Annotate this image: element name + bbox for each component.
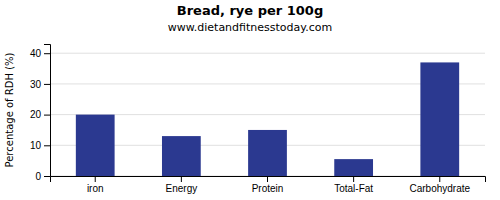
y-tick-mark (44, 84, 50, 85)
x-tick-mark (267, 176, 268, 182)
x-axis: iron Energy Protein Total-Fat Carbohydrate (51, 176, 486, 194)
x-tick: Energy (166, 176, 198, 194)
y-tick-label: 10 (30, 140, 42, 151)
y-tick: 40 (30, 48, 50, 59)
bar (420, 62, 459, 176)
x-tick: iron (87, 176, 104, 194)
x-tick-label: Energy (166, 183, 198, 194)
x-tick-mark (439, 176, 440, 182)
x-tick-label: Protein (252, 183, 284, 194)
x-tick-mark (95, 176, 96, 182)
chart-container: Bread, rye per 100g www.dietandfitnesstod… (0, 0, 500, 200)
bars (76, 62, 459, 176)
x-tick: Total-Fat (334, 176, 373, 194)
y-tick-label: 40 (30, 48, 42, 59)
title: Bread, rye per 100g (177, 3, 323, 18)
bar (248, 130, 287, 176)
y-tick-mark (44, 145, 50, 146)
y-tick: 0 (35, 171, 50, 182)
y-tick: 30 (30, 79, 50, 90)
x-tick-mark (353, 176, 354, 182)
x-tick-label: iron (87, 183, 104, 194)
x-tick: Carbohydrate (409, 176, 470, 194)
bar (334, 159, 373, 176)
y-tick-mark (44, 115, 50, 116)
chart-svg: Bread, rye per 100g www.dietandfitnesstod… (0, 0, 500, 200)
bar (162, 136, 201, 176)
x-tick-label: Carbohydrate (409, 183, 470, 194)
grid-line (50, 53, 485, 54)
y-axis-line (44, 45, 51, 177)
y-tick-mark (44, 53, 50, 54)
x-tick: Protein (252, 176, 284, 194)
grid-line (50, 83, 485, 84)
bar (76, 115, 115, 176)
y-tick-label: 20 (30, 109, 42, 120)
x-tick-mark (181, 176, 182, 182)
x-axis-line (51, 177, 486, 183)
subtitle: www.dietandfitnesstoday.com (168, 21, 332, 34)
y-tick: 10 (30, 140, 50, 151)
y-tick-label: 0 (35, 171, 41, 182)
grid (50, 53, 485, 176)
grid-line (50, 114, 485, 115)
x-tick-label: Total-Fat (334, 183, 373, 194)
y-axis: 0 10 20 30 40 (30, 45, 51, 182)
y-tick-mark (44, 176, 50, 177)
y-tick-label: 30 (30, 79, 42, 90)
y-axis-title: Percentage of RDH (%) (4, 52, 15, 167)
y-tick: 20 (30, 109, 50, 120)
plot-area: 0 10 20 30 40 iron Energy Protein Total-Fat Carbo… (30, 45, 486, 195)
